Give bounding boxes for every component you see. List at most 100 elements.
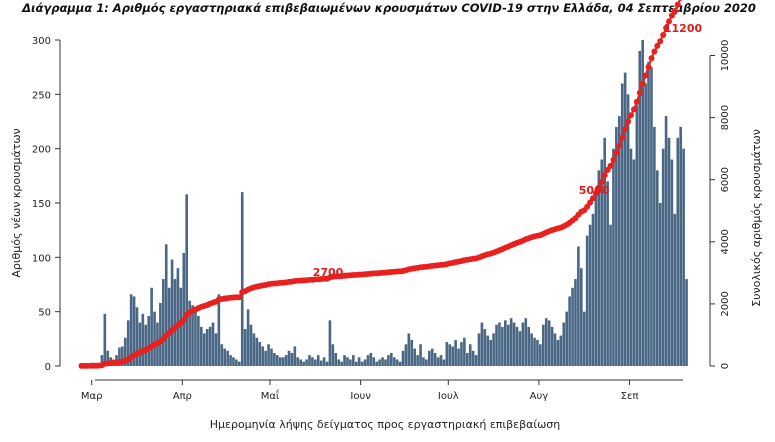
bar bbox=[448, 344, 452, 366]
bar bbox=[194, 311, 197, 366]
bar bbox=[480, 322, 484, 366]
bar bbox=[170, 259, 174, 366]
bar bbox=[138, 322, 142, 366]
bar bbox=[498, 322, 501, 366]
bar bbox=[547, 320, 551, 366]
bar bbox=[632, 159, 636, 366]
mid-annotation-1: 2700 bbox=[313, 266, 344, 279]
bar bbox=[273, 352, 276, 366]
cumulative-point bbox=[633, 98, 640, 105]
bar bbox=[556, 339, 560, 366]
cumulative-point bbox=[601, 172, 608, 179]
bar bbox=[609, 224, 612, 366]
bar bbox=[571, 287, 574, 366]
bar bbox=[311, 357, 314, 366]
bar bbox=[284, 355, 288, 366]
bar bbox=[536, 339, 539, 366]
cumulative-point bbox=[654, 42, 661, 49]
bar bbox=[159, 302, 162, 366]
left-axis: 0 50 100 150 200 250 300 bbox=[32, 36, 61, 373]
bar bbox=[436, 357, 440, 366]
bar bbox=[451, 346, 454, 366]
bar bbox=[574, 279, 577, 366]
bar bbox=[512, 322, 516, 366]
bar bbox=[504, 320, 507, 366]
bar bbox=[276, 355, 279, 366]
right-tick-label: 2000 bbox=[720, 291, 731, 316]
bar bbox=[258, 342, 262, 366]
bar bbox=[188, 300, 191, 366]
bar bbox=[422, 357, 425, 366]
bar bbox=[565, 311, 568, 366]
cumulative-point bbox=[595, 184, 602, 191]
cumulative-point bbox=[590, 195, 596, 202]
bar bbox=[577, 246, 580, 366]
bar bbox=[103, 313, 107, 366]
bar bbox=[278, 357, 282, 366]
bar bbox=[346, 357, 349, 366]
bar bbox=[217, 294, 221, 366]
bar bbox=[287, 350, 291, 366]
bar bbox=[544, 318, 548, 366]
bar bbox=[495, 324, 498, 366]
bar bbox=[647, 61, 650, 366]
total-annotation: 11200 bbox=[664, 22, 703, 35]
bar bbox=[185, 194, 188, 366]
x-tick-label: Σεπ bbox=[621, 391, 639, 402]
cumulative-point bbox=[663, 24, 670, 31]
bar bbox=[384, 359, 387, 366]
bar bbox=[585, 235, 589, 366]
bar bbox=[416, 355, 419, 366]
bar bbox=[205, 329, 209, 366]
bar bbox=[638, 50, 642, 367]
x-tick-label: Απρ bbox=[173, 391, 192, 402]
bar bbox=[267, 344, 270, 366]
cumulative-point bbox=[616, 142, 623, 149]
cumulative-point bbox=[657, 38, 664, 45]
bar bbox=[679, 126, 682, 367]
bar bbox=[331, 344, 335, 366]
cumulative-point bbox=[630, 106, 637, 113]
bar bbox=[249, 324, 253, 366]
left-tick-label: 100 bbox=[32, 253, 51, 264]
bar bbox=[463, 337, 466, 366]
right-tick-label: 8000 bbox=[720, 105, 731, 130]
bar bbox=[129, 294, 133, 366]
bar bbox=[150, 287, 153, 366]
bar bbox=[568, 296, 571, 366]
bar bbox=[325, 361, 329, 366]
bar bbox=[445, 342, 449, 366]
left-tick-label: 0 bbox=[45, 362, 51, 373]
bar bbox=[685, 279, 688, 366]
bar bbox=[202, 333, 206, 366]
bar bbox=[240, 192, 244, 366]
bar bbox=[378, 359, 381, 366]
bar bbox=[430, 348, 434, 366]
bar bbox=[626, 94, 630, 366]
cumulative-point bbox=[628, 112, 634, 119]
bar bbox=[404, 344, 408, 366]
cumulative-point bbox=[671, 8, 678, 15]
bar bbox=[352, 355, 355, 366]
bar bbox=[261, 346, 264, 366]
bar bbox=[582, 311, 586, 366]
bar bbox=[229, 355, 232, 366]
bar bbox=[588, 224, 592, 366]
bar bbox=[442, 359, 446, 366]
left-tick-label: 150 bbox=[32, 199, 51, 210]
bar bbox=[302, 361, 305, 366]
bar bbox=[395, 359, 399, 366]
bar bbox=[264, 350, 267, 366]
bar bbox=[542, 324, 545, 366]
cumulative-point bbox=[648, 55, 655, 62]
right-tick-label: 10000 bbox=[720, 40, 731, 72]
x-tick-label: Αυγ bbox=[530, 391, 549, 402]
bar bbox=[501, 326, 504, 366]
bar bbox=[106, 350, 110, 366]
left-tick-label: 200 bbox=[32, 145, 51, 156]
bar bbox=[428, 350, 431, 366]
bar bbox=[135, 307, 139, 366]
bar bbox=[489, 339, 492, 366]
bar bbox=[153, 311, 156, 366]
bar bbox=[553, 333, 557, 366]
